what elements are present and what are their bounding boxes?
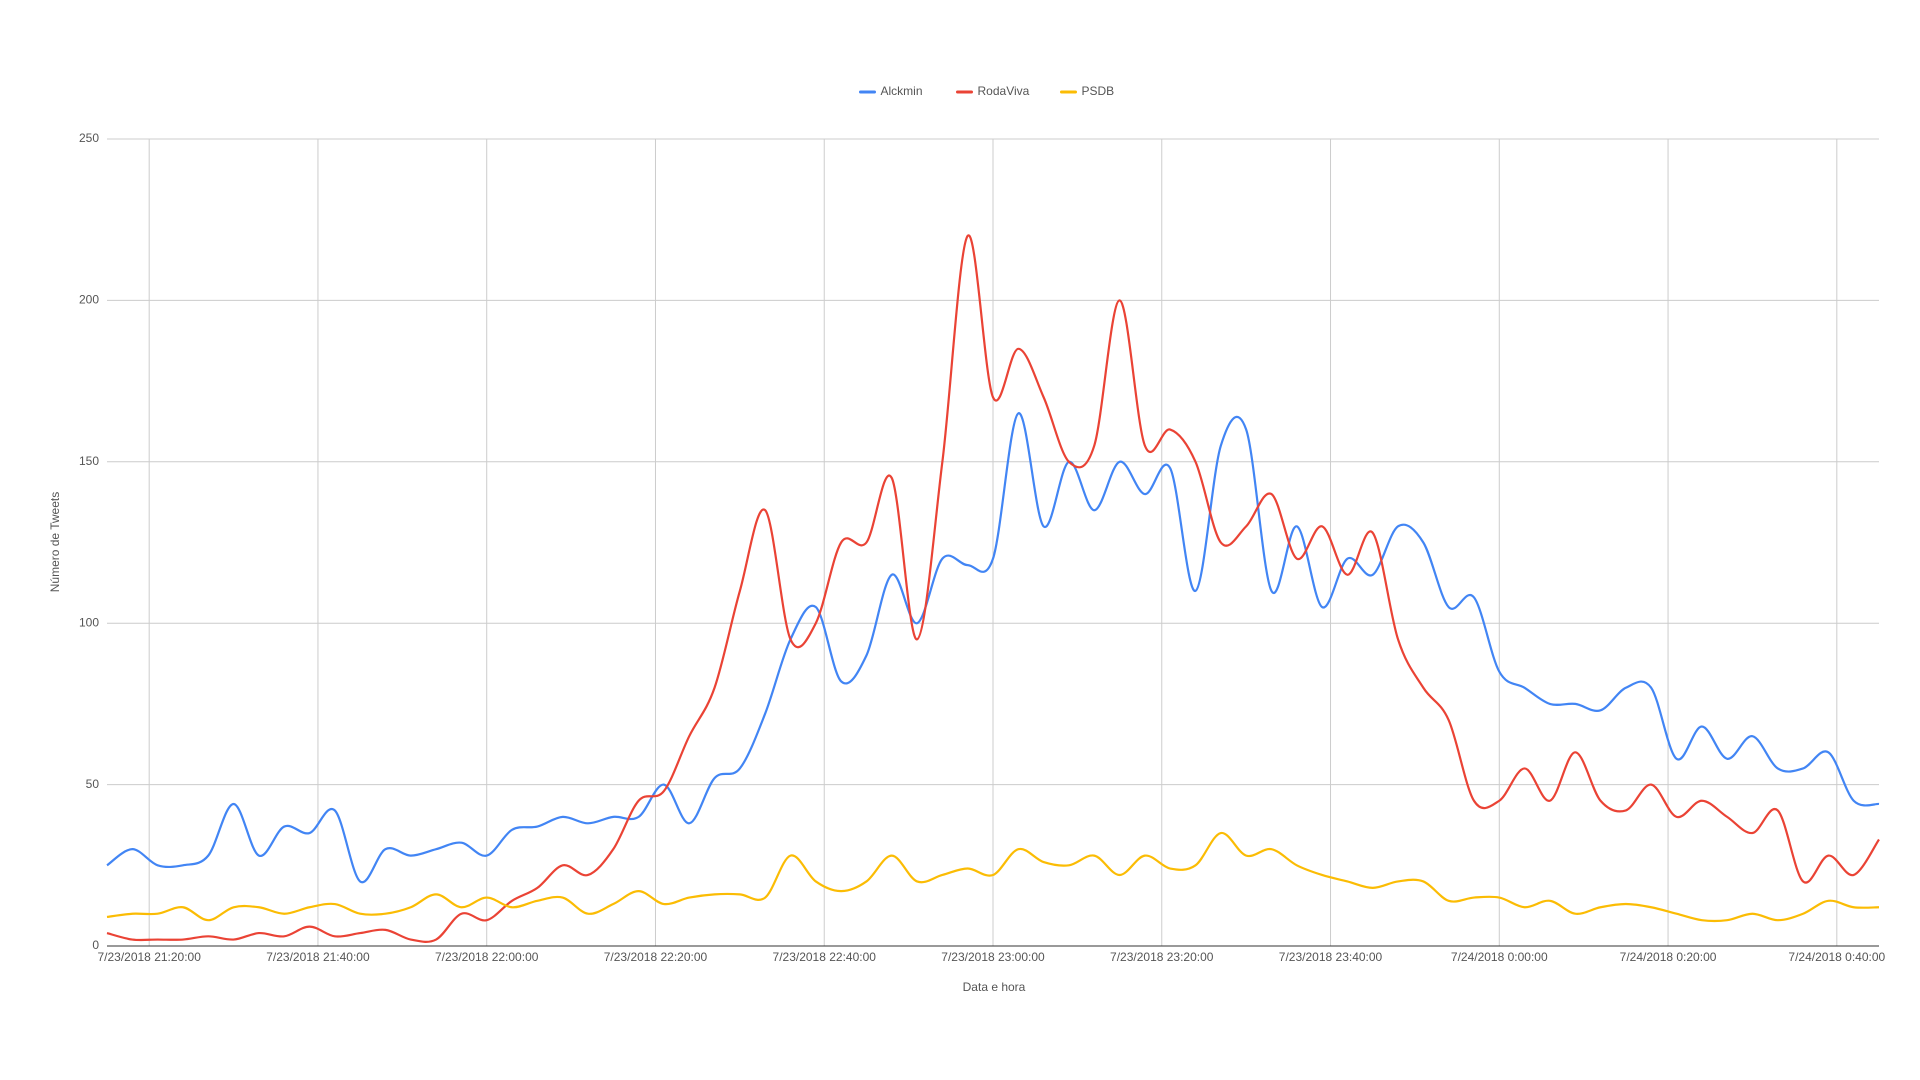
line-series: [106, 234, 1880, 943]
x-tick-label: 7/23/2018 22:40:00: [773, 950, 877, 964]
x-axis-title: Data e hora: [963, 980, 1026, 994]
line-series: [106, 412, 1880, 884]
x-tick-label: 7/23/2018 21:20:00: [97, 950, 201, 964]
x-tick-label: 7/23/2018 22:20:00: [604, 950, 708, 964]
x-tick-label: 7/24/2018 0:20:00: [1620, 950, 1717, 964]
x-tick-label: 7/24/2018 0:00:00: [1451, 950, 1548, 964]
y-tick-label: 200: [79, 293, 99, 307]
legend-label: Alckmin: [881, 84, 923, 98]
y-tick-label: 250: [79, 131, 99, 145]
x-tick-label: 7/23/2018 23:40:00: [1279, 950, 1383, 964]
x-tick-label: 7/23/2018 23:20:00: [1110, 950, 1214, 964]
line-series: [106, 831, 1880, 923]
y-tick-label: 0: [92, 938, 99, 952]
y-tick-label: 100: [79, 615, 99, 629]
y-tick-label: 150: [79, 454, 99, 468]
x-tick-label: 7/23/2018 21:40:00: [266, 950, 370, 964]
y-tick-label: 50: [86, 777, 100, 791]
y-axis-title: Número de Tweets: [48, 492, 62, 593]
x-tick-label: 7/23/2018 22:00:00: [435, 950, 539, 964]
x-tick-label: 7/24/2018 0:40:00: [1788, 950, 1885, 964]
legend-label: PSDB: [1082, 84, 1115, 98]
x-tick-label: 7/23/2018 23:00:00: [941, 950, 1045, 964]
legend-label: RodaViva: [978, 84, 1030, 98]
